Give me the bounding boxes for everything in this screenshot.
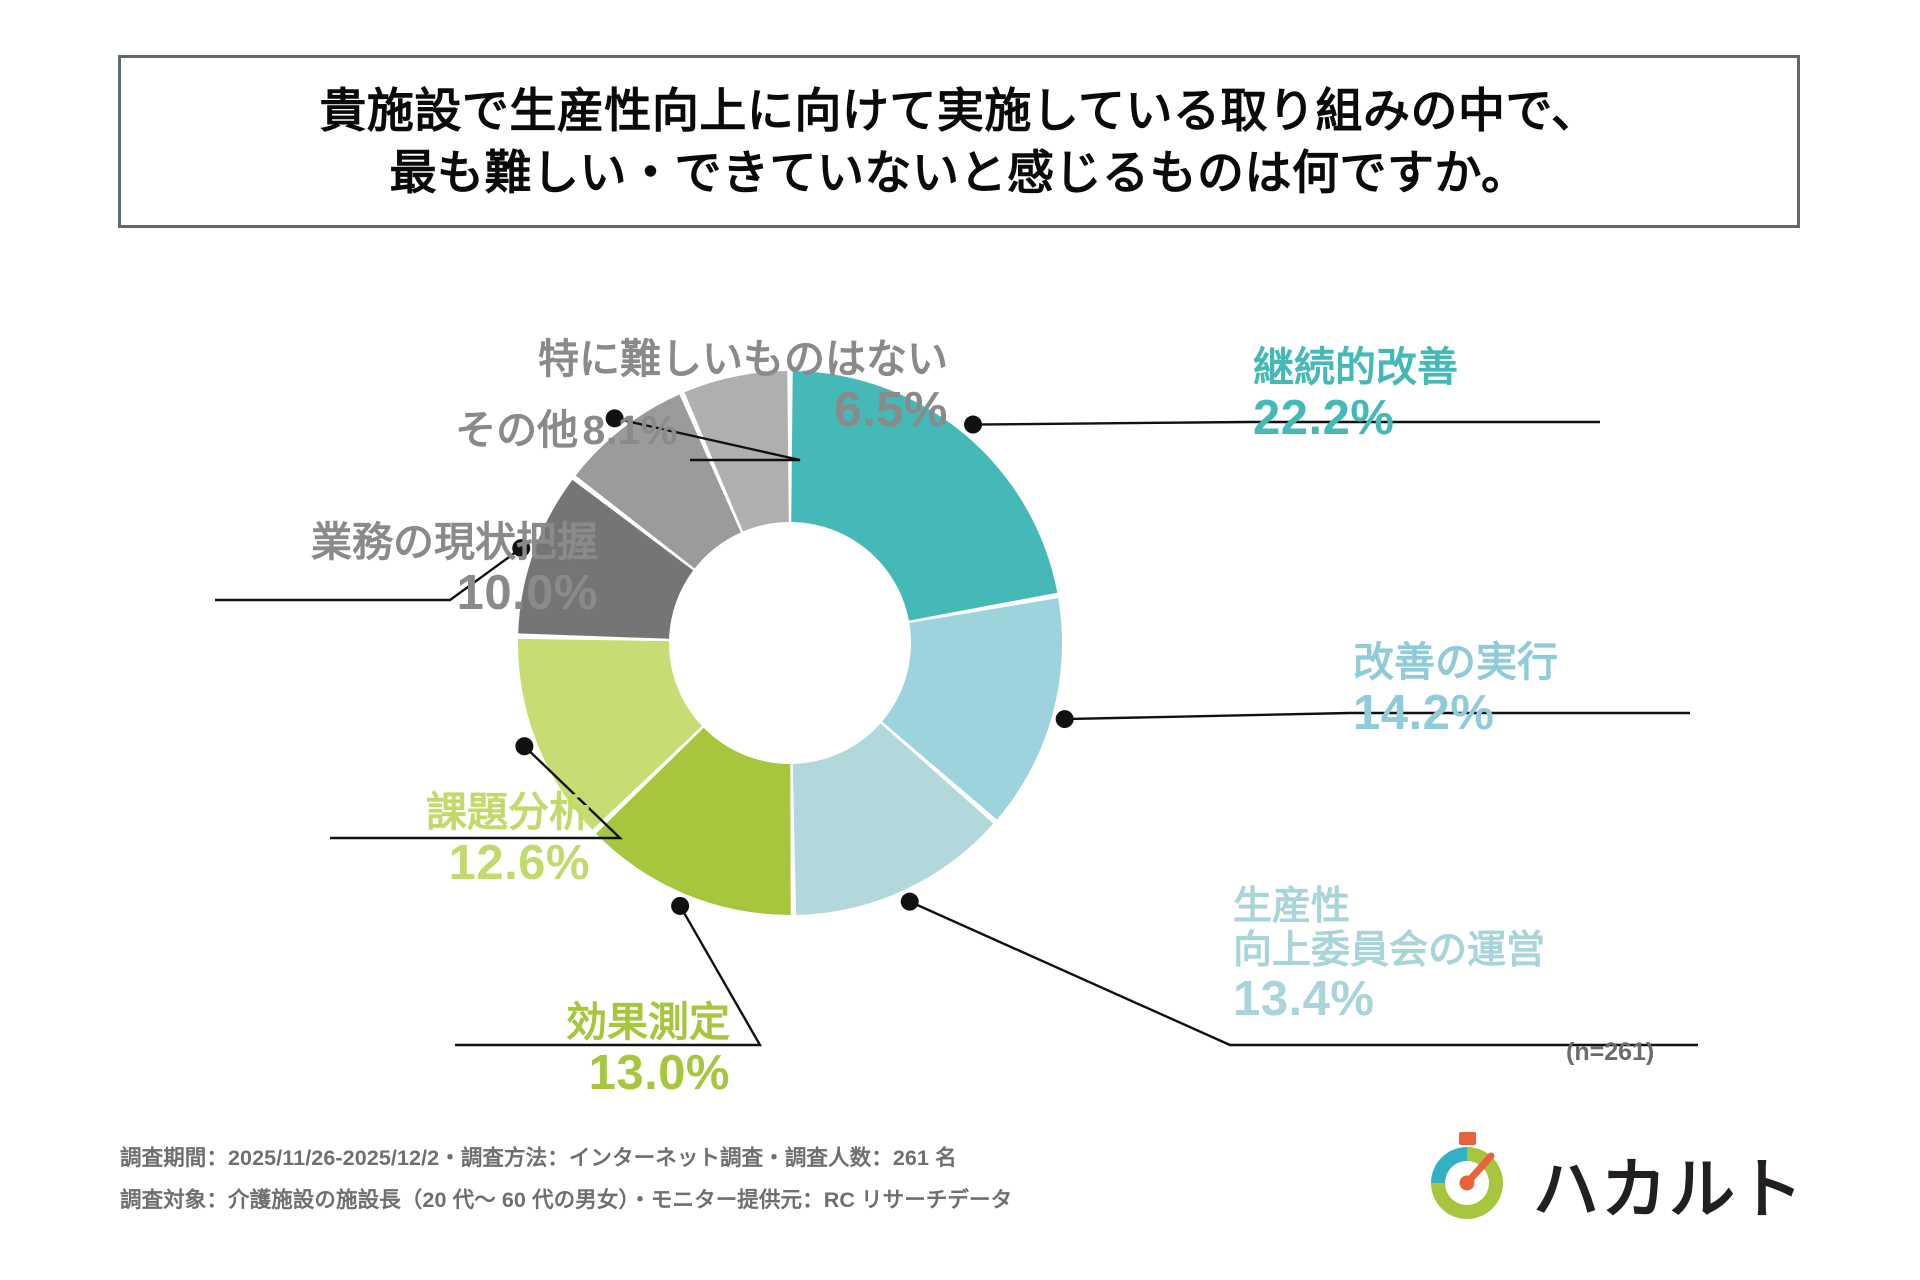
slice-label-continuous-improvement: 継続的改善 22.2% bbox=[1253, 344, 1573, 446]
slice-label-name: 特に難しいものはない bbox=[538, 336, 948, 382]
slice-label-value: 14.2% bbox=[1353, 685, 1495, 740]
slice-label-effect-measurement: 効果測定 13.0% bbox=[500, 999, 730, 1101]
survey-footnote: 調査期間：2025/11/26-2025/12/2・調査方法：インターネット調査… bbox=[120, 1138, 1012, 1222]
slice-label-none-difficult: 特に難しいものはない 6.5% bbox=[508, 336, 948, 438]
slice-label-name: その他 bbox=[455, 407, 579, 453]
stopwatch-icon bbox=[1419, 1131, 1515, 1236]
slice-label-current-status-grasp: 業務の現状把握 10.0% bbox=[228, 519, 598, 621]
slice-label-name-2: 向上委員会の運営 bbox=[1233, 928, 1546, 972]
slice-label-issue-analysis: 課題分析 12.6% bbox=[360, 789, 590, 891]
leader-anchor-dot bbox=[964, 415, 983, 434]
donut-slice bbox=[792, 723, 994, 915]
slice-label-name: 改善の実行 bbox=[1353, 639, 1558, 685]
page-title-line-2: 最も難しい・できていないと感じるものは何ですか。 bbox=[389, 145, 1529, 199]
slice-label-value: 10.0% bbox=[456, 565, 598, 620]
slice-label-value: 22.2% bbox=[1253, 390, 1395, 445]
question-title-box: 貴施設で生産性向上に向けて実施している取り組みの中で、 最も難しい・できていない… bbox=[118, 55, 1800, 228]
slice-label-name: 業務の現状把握 bbox=[311, 519, 598, 565]
leader-anchor-dot bbox=[515, 737, 534, 756]
survey-footnote-line-1: 調査期間：2025/11/26-2025/12/2・調査方法：インターネット調査… bbox=[120, 1146, 957, 1170]
slice-label-name: 生産性 bbox=[1233, 885, 1351, 928]
leader-anchor-dot bbox=[671, 896, 690, 915]
slice-label-value: 12.6% bbox=[448, 835, 590, 890]
brand-logo: ハカルト bbox=[1419, 1131, 1805, 1236]
slice-label-other: その他 8.1% bbox=[398, 407, 678, 454]
donut-slice bbox=[595, 727, 791, 916]
slice-label-name: 継続的改善 bbox=[1253, 344, 1458, 390]
brand-name: ハカルト bbox=[1533, 1151, 1805, 1226]
slice-label-name: 効果測定 bbox=[566, 999, 730, 1045]
slice-label-name: 課題分析 bbox=[426, 789, 590, 835]
donut-slice bbox=[882, 598, 1062, 820]
sample-size-note: (n=261) bbox=[1566, 1038, 1655, 1066]
slice-label-productivity-committee: 生産性 向上委員会の運営 13.4% bbox=[1233, 885, 1653, 1027]
slice-label-value: 13.0% bbox=[588, 1045, 730, 1100]
leader-anchor-dot bbox=[900, 892, 919, 911]
page-title-line-1: 貴施設で生産性向上に向けて実施している取り組みの中で、 bbox=[319, 84, 1599, 138]
slice-label-value: 6.5% bbox=[834, 382, 948, 437]
slice-label-value: 8.1% bbox=[582, 407, 678, 453]
leader-anchor-dot bbox=[1055, 710, 1074, 729]
slice-label-value: 13.4% bbox=[1233, 972, 1375, 1027]
slice-label-improvement-execution: 改善の実行 14.2% bbox=[1353, 639, 1673, 741]
survey-footnote-line-2: 調査対象：介護施設の施設長（20 代～ 60 代の男女）・モニター提供元：RC … bbox=[120, 1187, 1013, 1212]
